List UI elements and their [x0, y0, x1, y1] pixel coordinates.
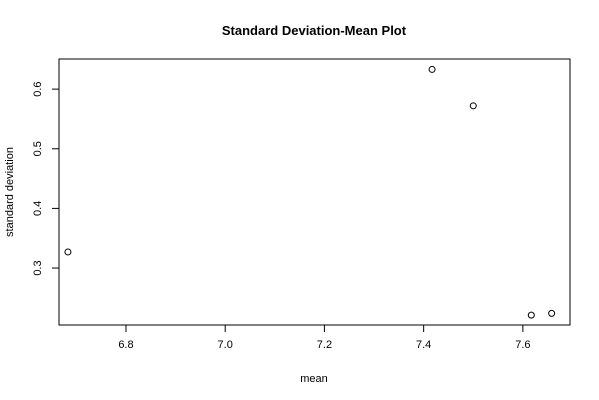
x-axis: 6.8 7.0 7.2 7.4 7.6 [118, 325, 531, 351]
y-axis-label: standard deviation [4, 147, 16, 237]
data-point [548, 309, 556, 317]
x-tick-label: 7.2 [317, 339, 332, 351]
data-points [64, 65, 556, 319]
data-point [428, 65, 436, 73]
x-tick-label: 7.0 [218, 339, 233, 351]
x-tick-label: 7.4 [416, 339, 431, 351]
x-tick-label: 7.6 [515, 339, 530, 351]
y-tick-label: 0.4 [32, 201, 44, 216]
y-tick-label: 0.6 [32, 81, 44, 96]
data-point [527, 311, 535, 319]
chart-title: Standard Deviation-Mean Plot [222, 23, 407, 38]
y-tick-label: 0.3 [32, 260, 44, 275]
plot-frame [58, 58, 571, 326]
data-point [469, 102, 477, 110]
data-point [64, 248, 72, 256]
y-axis: 0.3 0.4 0.5 0.6 [32, 81, 59, 276]
x-axis-label: mean [300, 373, 328, 385]
y-tick-label: 0.5 [32, 141, 44, 156]
x-tick-label: 6.8 [118, 339, 133, 351]
